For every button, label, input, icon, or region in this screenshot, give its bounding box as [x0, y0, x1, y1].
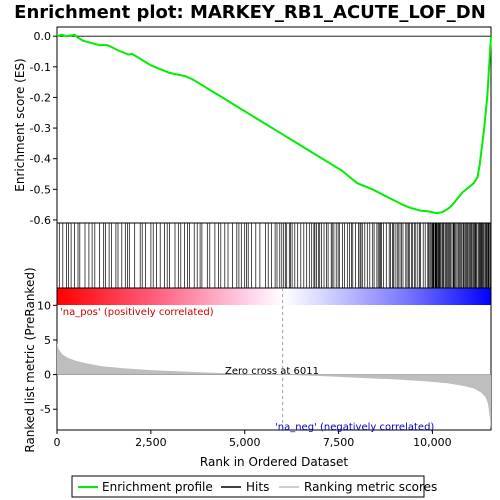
x-tick-label: 2,500: [135, 436, 167, 449]
legend-hits-label: Hits: [246, 480, 269, 494]
es-tick-label: -0.6: [30, 214, 51, 227]
es-y-axis-label: Enrichment score (ES): [13, 58, 27, 191]
x-axis-label: Rank in Ordered Dataset: [200, 455, 348, 469]
x-tick-label: 10,000: [413, 436, 452, 449]
negative-correlation-label: 'na_neg' (negatively correlated): [275, 422, 434, 433]
x-tick-label: 5,000: [229, 436, 261, 449]
es-tick-label: -0.5: [30, 183, 51, 196]
x-tick-label: 7,500: [323, 436, 355, 449]
enrichment-profile-line: [56, 33, 492, 215]
es-tick-label: -0.4: [30, 153, 51, 166]
es-panel-frame: [56, 26, 492, 224]
ranking-metric-area: [57, 342, 491, 429]
es-tick-label: -0.3: [30, 122, 51, 135]
legend-metric-label: Ranking metric scores: [304, 480, 437, 494]
metric-tick-label: 5: [44, 334, 51, 347]
zero-cross-label: Zero cross at 6011: [225, 366, 319, 377]
metric-tick-label: 10: [37, 299, 51, 312]
chart-title: Enrichment plot: MARKEY_RB1_ACUTE_LOF_DN: [14, 2, 486, 23]
x-tick-label: 0: [54, 436, 61, 449]
legend-enrichment-label: Enrichment profile: [102, 480, 213, 494]
hits-marks: [58, 223, 491, 288]
metric-tick-label: -5: [40, 403, 51, 416]
metric-y-axis-label: Ranked list metric (PreRanked): [23, 267, 37, 452]
legend-box: [71, 475, 425, 498]
es-tick-label: 0.0: [34, 30, 52, 43]
es-y-ticks: 0.0 -0.1 -0.2 -0.3 -0.4 -0.5 -0.6: [30, 30, 57, 227]
x-ticks: 0 2,500 5,000 7,500 10,000: [54, 430, 452, 449]
metric-tick-label: 0: [44, 369, 51, 382]
positive-correlation-label: 'na_pos' (positively correlated): [60, 307, 214, 318]
metric-y-ticks: 10 5 0 -5: [37, 299, 57, 416]
rank-color-bar: [57, 288, 491, 305]
es-tick-label: -0.1: [30, 61, 51, 74]
es-tick-label: -0.2: [30, 91, 51, 104]
